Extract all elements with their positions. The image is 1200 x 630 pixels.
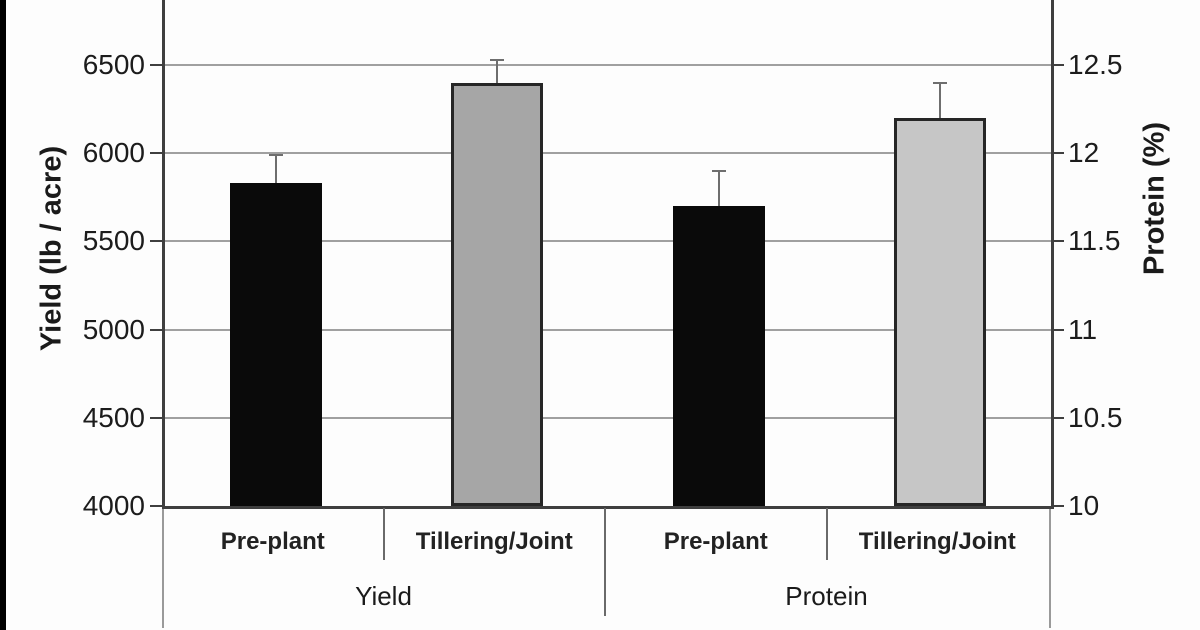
left-axis-tick-label: 5500: [82, 225, 145, 257]
category-label: Pre-plant: [220, 528, 325, 555]
axis-extension-line: [162, 509, 164, 628]
right-axis-tick-label: 12: [1068, 137, 1100, 169]
category-label: Tillering/Joint: [858, 528, 1016, 555]
left-axis-tick-label: 6000: [82, 137, 145, 169]
group-divider: [604, 508, 606, 616]
error-bar: [496, 59, 499, 83]
left-axis-tick: [150, 152, 163, 155]
gridline: [165, 416, 1051, 419]
error-bar: [274, 154, 277, 184]
left-axis-tick-label: 5000: [82, 313, 145, 345]
group-label: Yield: [355, 581, 412, 611]
gridline: [165, 328, 1051, 331]
gridline: [165, 240, 1051, 243]
left-axis-tick: [150, 240, 163, 243]
right-axis-tick: [1051, 152, 1064, 155]
left-axis-tick: [150, 328, 163, 331]
left-axis-tick: [150, 64, 163, 66]
right-axis-tick: [1051, 505, 1064, 507]
left-axis-tick-label: 6500: [82, 49, 145, 80]
error-bar-cap: [711, 169, 726, 172]
right-axis-tick-label: 11.5: [1068, 225, 1121, 257]
gridline: [165, 152, 1051, 155]
error-bar-cap: [268, 153, 283, 156]
left-axis-tick-label: 4000: [82, 490, 145, 521]
right-axis-tick-label: 12.5: [1068, 49, 1123, 80]
right-axis-tick: [1051, 416, 1064, 419]
left-axis-tick: [150, 416, 163, 419]
treatment-divider: [825, 508, 828, 560]
right-axis-tick-label: 10.5: [1068, 401, 1123, 433]
treatment-divider: [382, 508, 385, 560]
image-left-border: [0, 0, 6, 630]
category-label: Pre-plant: [663, 528, 768, 555]
category-label: Tillering/Joint: [415, 528, 573, 555]
right-axis-tick: [1051, 328, 1064, 331]
bar-yield-pre-plant: [229, 183, 322, 506]
gridline: [165, 64, 1051, 66]
left-axis-tick: [150, 505, 163, 507]
plot-area: [162, 0, 1054, 509]
axis-extension-line: [1049, 509, 1051, 628]
bar-protein-tillering-joint: [894, 117, 987, 506]
right-axis-tick-label: 10: [1068, 490, 1100, 521]
group-label: Protein: [785, 581, 868, 611]
bar-yield-tillering-joint: [451, 82, 544, 506]
bar-protein-pre-plant: [672, 206, 765, 506]
right-axis-tick: [1051, 240, 1064, 243]
left-axis-tick-label: 4500: [82, 401, 145, 433]
right-axis-tick-label: 11: [1068, 313, 1098, 345]
error-bar: [939, 82, 942, 118]
error-bar-cap: [933, 81, 948, 84]
error-bar-cap: [490, 58, 505, 61]
right-axis-tick: [1051, 64, 1064, 66]
error-bar: [717, 170, 720, 207]
